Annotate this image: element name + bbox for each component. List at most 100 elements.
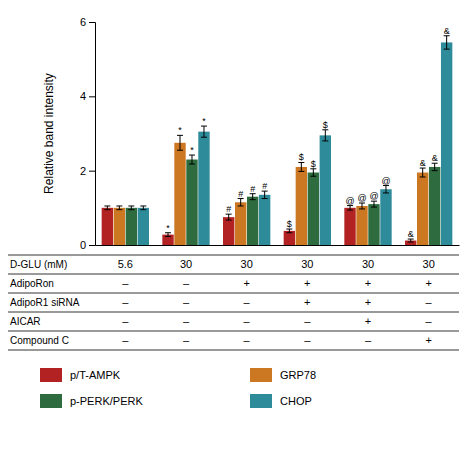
table-cell: –: [122, 315, 129, 327]
y-tick: 4: [80, 90, 95, 102]
legend-swatch: [40, 368, 62, 382]
x-axis-line: [96, 245, 460, 246]
bar: [162, 235, 173, 245]
error-bar-line: [385, 186, 386, 193]
chart: 0246Relative band intensity*#$@&*#$@&*#$…: [0, 0, 474, 465]
legend-item: GRP78: [250, 368, 316, 382]
table-cell: +: [304, 277, 310, 289]
error-bar: [286, 229, 292, 233]
error-bar-line: [116, 205, 122, 206]
table-cell: –: [304, 315, 311, 327]
bar: [441, 42, 452, 245]
table-cell: –: [122, 277, 129, 289]
error-bar: [250, 194, 256, 200]
error-bar-line: [289, 229, 290, 233]
bar: [344, 208, 355, 245]
table-cell: –: [244, 315, 251, 327]
table-rule: [8, 274, 459, 275]
bar: [380, 189, 391, 245]
bar: [223, 217, 234, 245]
error-bar: [359, 203, 365, 209]
table-rule: [8, 331, 459, 332]
bar: [259, 195, 270, 245]
bar: [247, 197, 258, 245]
table-row-label: AdipoRon: [10, 278, 54, 289]
error-bar-line: [250, 199, 256, 200]
annotation: @: [345, 196, 354, 206]
error-bar: [226, 214, 232, 220]
error-bar-line: [201, 137, 207, 138]
table-rule: [8, 255, 459, 256]
table-cell: +: [243, 277, 249, 289]
bar: [320, 135, 331, 245]
table-rule: [8, 350, 459, 351]
table-cell: –: [426, 296, 433, 308]
annotation: &: [420, 158, 426, 168]
table-rule: [8, 312, 459, 313]
y-axis: 0 2 4 6: [80, 16, 96, 251]
table-cell: –: [244, 334, 251, 346]
error-bar-line: [168, 233, 169, 237]
error-bar: [432, 163, 438, 170]
annotation: #: [250, 184, 255, 194]
error-bar: [238, 199, 244, 206]
y-tick-label: 4: [80, 90, 86, 102]
annotation: @: [381, 176, 390, 186]
table-cell: 30: [180, 258, 192, 270]
table-cell: +: [365, 296, 371, 308]
error-bar: [201, 126, 207, 137]
error-bar-line: [180, 135, 181, 150]
error-bar-line: [301, 162, 302, 171]
error-bar-line: [262, 198, 268, 199]
y-tick: 0: [80, 239, 95, 251]
table-cell: –: [244, 296, 251, 308]
error-bar-line: [408, 242, 414, 243]
annotations: *#$@&*#$@&*#$@&*#$@&: [166, 26, 449, 239]
annotation: #: [226, 204, 231, 214]
error-bar-line: [140, 209, 146, 210]
annotation: #: [238, 189, 243, 199]
legend-item: p/T-AMPK: [40, 368, 121, 382]
annotation: @: [369, 191, 378, 201]
table-cell: +: [425, 277, 431, 289]
error-bar-line: [432, 170, 438, 171]
error-bar-line: [286, 232, 292, 233]
error-bar: [408, 239, 414, 242]
bar: [368, 204, 379, 245]
annotation: $: [323, 120, 328, 130]
error-bar: [420, 168, 426, 177]
y-tick-mark: [89, 96, 95, 97]
error-bar-line: [371, 207, 377, 208]
error-bar-line: [119, 206, 120, 210]
error-bar-line: [359, 208, 365, 209]
bar: [308, 173, 319, 245]
annotation: $: [311, 159, 316, 169]
error-bar: [322, 130, 328, 141]
legend-item: CHOP: [250, 394, 312, 408]
error-bar-line: [104, 209, 110, 210]
bar: [284, 231, 295, 245]
annotation: &: [432, 153, 438, 163]
error-bar-line: [203, 126, 204, 137]
error-bar-line: [165, 236, 171, 237]
annotation: #: [262, 181, 267, 191]
error-bar-line: [191, 155, 192, 164]
bar: [356, 206, 367, 245]
table-cell: –: [426, 315, 433, 327]
bar: [235, 202, 246, 245]
error-bar-line: [226, 220, 232, 221]
y-tick-mark: [89, 245, 95, 246]
bar: [186, 160, 197, 245]
bar: [417, 173, 428, 245]
error-bar-line: [383, 192, 389, 193]
error-bar-line: [143, 206, 144, 210]
annotation: *: [190, 145, 194, 155]
y-tick-label: 2: [80, 165, 86, 177]
table-cell: –: [183, 277, 190, 289]
table-rule: [8, 293, 459, 294]
table: D-GLU (mM)5.63030303030AdipoRon––++++Adi…: [8, 255, 459, 350]
error-bar: [298, 162, 304, 171]
y-tick: 6: [80, 16, 95, 28]
error-bar-line: [313, 169, 314, 176]
table-cell: –: [122, 296, 129, 308]
